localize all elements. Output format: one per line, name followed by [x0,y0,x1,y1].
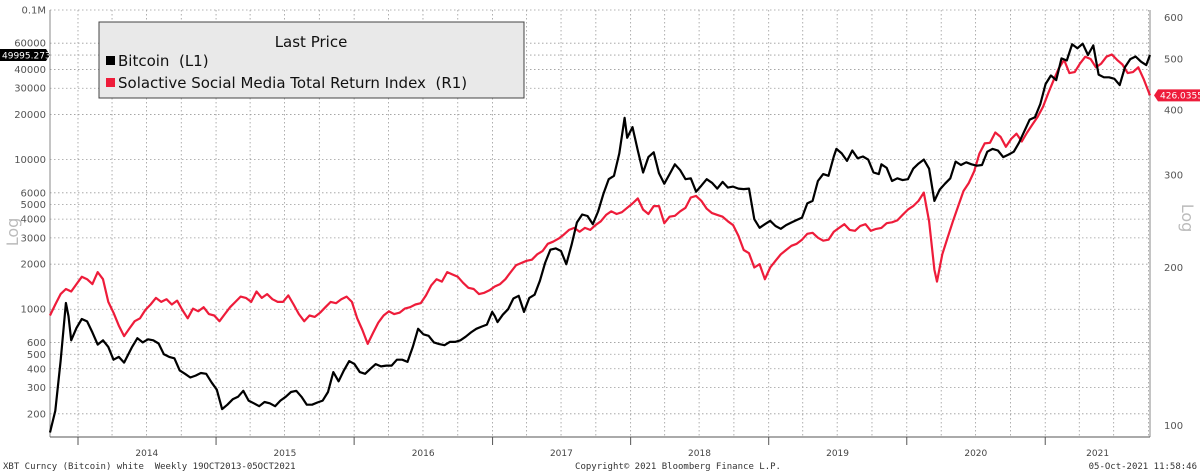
legend-entry-bitcoin: Bitcoin (L1) [118,52,209,70]
right-tick-label: 400 [1164,105,1183,116]
legend-title: Last Price [275,33,348,51]
grid-lines [50,9,1150,437]
right-tick-label: 600 [1164,13,1183,24]
left-tick-label: 40000 [14,65,46,76]
left-tick-label: 400 [27,364,46,375]
left-tick-label: 10000 [14,155,46,166]
last-value-bitcoin: 49995.2734 [2,51,57,61]
right-tick-label: 200 [1164,263,1183,274]
left-tick-label: 600 [27,338,46,349]
footer-center: Copyright© 2021 Bloomberg Finance L.P. [575,462,781,472]
left-tick-label: 300 [27,383,46,394]
last-value-social-media: 426.0355 [1160,92,1200,102]
last-value-badge-social-media-shape [1154,89,1200,102]
series-layer [48,42,1152,433]
year-label: 2020 [964,449,987,459]
right-axis-ticks: 100 200 300 400 500 600 [1164,13,1183,432]
left-tick-label: 30000 [14,84,46,95]
right-axis-label: Log [1178,204,1197,233]
x-axis-years: 2014 2015 2016 2017 2018 2019 2020 2021 [77,437,1109,459]
left-tick-label: 60000 [14,39,46,50]
left-tick-label: 20000 [14,110,46,121]
left-tick-label: 5000 [21,200,46,211]
left-axis-label: Log [3,218,22,247]
left-tick-label: 2000 [21,260,46,271]
year-label: 2019 [826,449,849,459]
legend: Last Price Bitcoin (L1) Solactive Social… [98,21,525,99]
left-tick-label: 4000 [21,215,46,226]
footer-left: XBT Curncy (Bitcoin) white Weekly 19OCT2… [3,462,296,472]
plot-frame [49,10,1151,438]
left-tick-label: 0.1M [21,6,46,17]
legend-entry-social-media: Solactive Social Media Total Return Inde… [118,74,467,92]
last-value-badge-bitcoin: 49995.2734 [0,49,57,61]
right-tick-label: 300 [1164,171,1183,182]
left-tick-label: 200 [27,409,46,420]
series-line-bitcoin [48,42,1152,433]
legend-swatch-bitcoin [106,56,115,65]
left-tick-label: 1000 [21,305,46,316]
last-value-badge-social-media: 426.0355 [1154,89,1200,102]
left-tick-label: 3000 [21,233,46,244]
footer-right: 05-Oct-2021 11:58:46 [1089,462,1197,472]
year-label: 2015 [273,449,296,459]
year-label: 2021 [1086,449,1109,459]
left-tick-label: 500 [27,350,46,361]
right-tick-label: 100 [1164,421,1183,432]
series-line-social-media [49,53,1152,345]
legend-box [98,21,525,99]
year-label: 2017 [550,449,573,459]
legend-swatch-social-media [106,78,115,87]
left-tick-label: 6000 [21,188,46,199]
last-value-badge-bitcoin-shape [0,49,50,62]
year-label: 2016 [412,449,435,459]
right-tick-label: 500 [1164,54,1183,65]
year-label: 2014 [135,449,158,459]
year-label: 2018 [688,449,711,459]
